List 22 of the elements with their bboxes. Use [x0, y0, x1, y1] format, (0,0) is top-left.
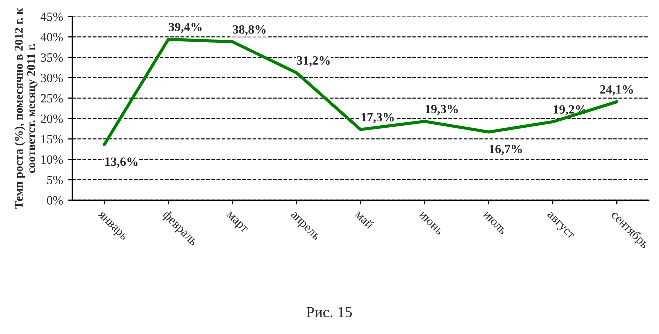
data-label: 24,1%	[600, 85, 634, 96]
y-tick-label: 10%	[42, 156, 64, 164]
data-label: 17,3%	[362, 113, 394, 124]
data-label: 19,3%	[426, 105, 458, 116]
text: Рис. 15	[306, 307, 352, 318]
data-label: 39,4%	[169, 23, 202, 34]
y-tick-label: 5%	[48, 176, 64, 184]
y-tick-label: 35%	[41, 54, 64, 62]
y-tick-label: 20%	[41, 114, 64, 124]
data-label: 13,6%	[106, 158, 138, 168]
y-tick-label: 30%	[41, 74, 64, 82]
y-tick-label: 45%	[40, 12, 64, 22]
y-tick-label: 15%	[42, 135, 64, 144]
data-label: 16,7%	[490, 145, 522, 156]
x-tick-label: май	[354, 210, 375, 230]
x-tick-label: март	[224, 212, 248, 235]
data-label: 38,8%	[233, 25, 266, 36]
y-tick-label: 0%	[47, 196, 64, 205]
y-axis-title: Темп роста (%), помесячно в 2012 г. к соответст. месяцу 2011 г.	[14, 8, 38, 209]
y-tick-label: 25%	[41, 94, 64, 103]
y-tick-label: 40%	[40, 33, 64, 42]
data-label: 31,2%	[297, 56, 330, 67]
